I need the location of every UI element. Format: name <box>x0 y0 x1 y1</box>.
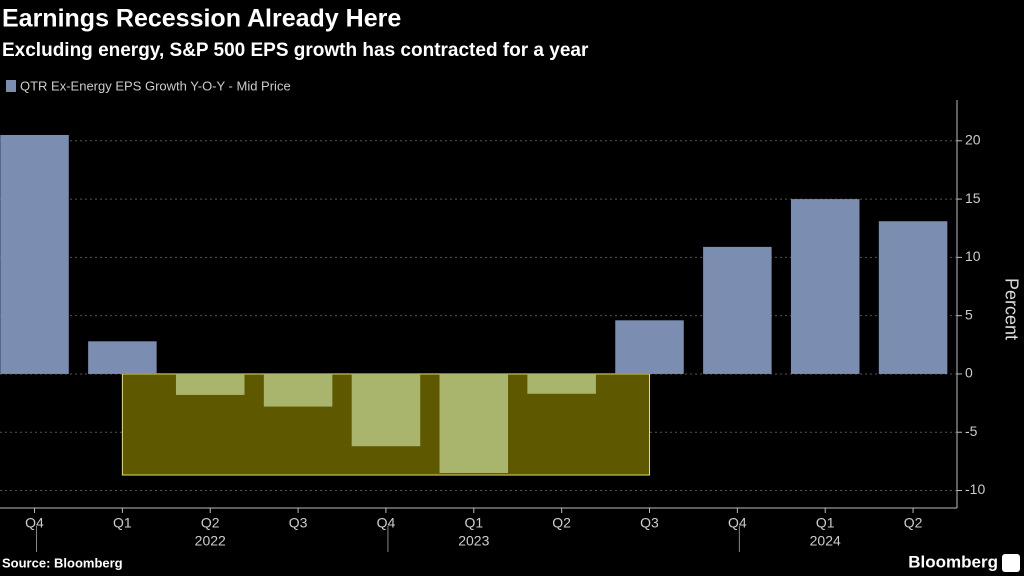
y-tick-label: 15 <box>965 190 981 206</box>
y-tick-label: 10 <box>965 248 981 264</box>
x-tick-label: Q4 <box>728 515 747 531</box>
bar <box>175 373 245 395</box>
x-tick-label: Q4 <box>25 515 44 531</box>
source: Source: Bloomberg <box>2 555 123 570</box>
y-tick-label: 0 <box>965 365 973 381</box>
bar <box>88 341 157 374</box>
x-tick-label: Q3 <box>640 515 659 531</box>
bar <box>351 373 421 447</box>
chart-subtitle: Excluding energy, S&P 500 EPS growth has… <box>2 40 589 61</box>
x-tick-label: Q2 <box>201 515 220 531</box>
legend-swatch <box>6 80 16 92</box>
x-tick-label: Q2 <box>552 515 571 531</box>
bar <box>0 134 69 374</box>
y-tick-label: 20 <box>965 132 981 148</box>
x-tick-label: Q1 <box>113 515 132 531</box>
legend-label: QTR Ex-Energy EPS Growth Y-O-Y - Mid Pri… <box>20 78 291 93</box>
x-tick-label: Q4 <box>377 515 396 531</box>
brand-icon <box>1002 554 1020 572</box>
y-axis-label: Percent <box>1001 278 1021 340</box>
x-tick-label: Q3 <box>289 515 308 531</box>
bar <box>263 373 333 407</box>
bar <box>878 221 948 374</box>
bar <box>439 373 509 474</box>
y-tick-label: -5 <box>965 423 978 439</box>
x-tick-label: Q1 <box>464 515 483 531</box>
x-year-label: 2023 <box>458 533 489 549</box>
bar <box>703 246 772 374</box>
x-tick-label: Q2 <box>904 515 923 531</box>
chart-title: Earnings Recession Already Here <box>2 5 401 33</box>
bar <box>527 373 596 394</box>
y-tick-label: 5 <box>965 306 973 322</box>
y-tick-label: -10 <box>965 481 985 497</box>
x-tick-label: Q1 <box>816 515 835 531</box>
brand: Bloomberg <box>908 552 998 571</box>
bar <box>615 320 684 374</box>
x-year-label: 2022 <box>195 533 226 549</box>
bar <box>790 199 860 374</box>
x-year-label: 2024 <box>810 533 841 549</box>
